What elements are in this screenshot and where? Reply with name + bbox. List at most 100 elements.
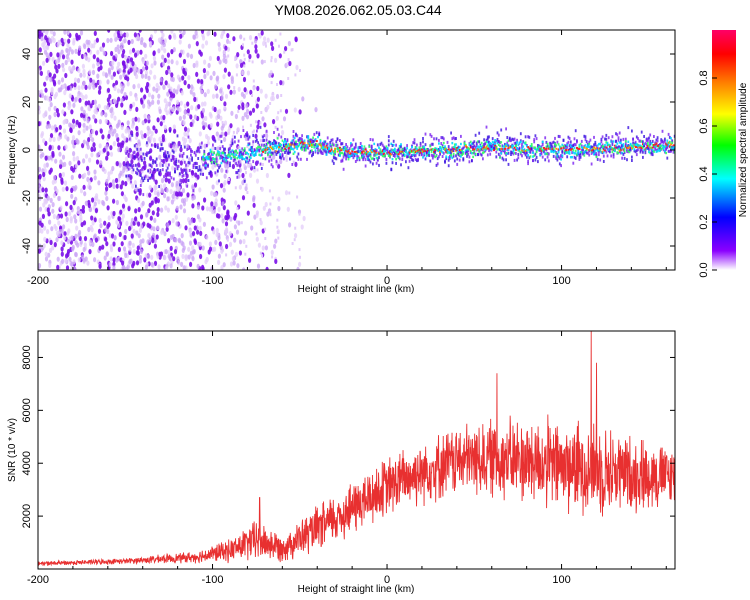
noise-speckle	[56, 264, 60, 270]
band-peak-mark	[634, 146, 637, 148]
band-core-mark	[622, 143, 625, 146]
noise-speckle	[147, 233, 151, 239]
band-core-mark	[440, 150, 443, 153]
noise-speckle	[186, 127, 190, 133]
band-halo-mark	[445, 157, 448, 161]
band-core-mark	[394, 149, 396, 152]
colorbar-tick-label: 0.4	[698, 166, 710, 181]
band-core-mark	[584, 150, 587, 153]
noise-speckle	[119, 42, 124, 48]
band-halo-mark	[591, 150, 594, 154]
band-halo-mark	[314, 150, 317, 154]
band-halo-mark	[529, 149, 532, 153]
noise-speckle	[251, 60, 254, 64]
noise-speckle	[241, 195, 246, 201]
band-core-mark	[278, 144, 280, 147]
band-core-mark	[593, 153, 595, 156]
band-halo-mark	[398, 157, 401, 161]
band-halo-mark	[588, 140, 591, 144]
band-core-mark	[579, 142, 582, 146]
noise-speckle	[216, 75, 220, 81]
band-core-mark	[207, 157, 209, 161]
band-core-mark	[512, 149, 515, 153]
noise-speckle	[112, 241, 116, 247]
band-peak-mark	[611, 148, 614, 151]
band-halo-mark	[626, 149, 628, 153]
band-peak-mark	[513, 146, 516, 149]
band-peak-mark	[361, 151, 363, 154]
band-core-mark	[667, 144, 670, 147]
band-halo-mark	[532, 158, 534, 162]
band-peak-mark	[472, 148, 475, 151]
noise-speckle	[65, 47, 69, 53]
band-halo-mark	[185, 163, 187, 167]
noise-speckle	[226, 38, 230, 45]
band-halo-mark	[169, 171, 171, 175]
noise-speckle	[204, 115, 208, 122]
band-peak-mark	[287, 147, 290, 150]
noise-speckle	[42, 171, 46, 178]
band-halo-mark	[534, 158, 537, 162]
noise-speckle	[193, 238, 197, 244]
noise-speckle	[161, 54, 165, 60]
noise-speckle	[170, 49, 174, 55]
band-core-mark	[337, 149, 340, 152]
band-halo-mark	[516, 158, 518, 162]
band-halo-mark	[182, 152, 185, 156]
noise-speckle	[42, 176, 46, 182]
band-core-mark	[290, 147, 292, 151]
noise-speckle	[188, 157, 192, 163]
band-core-mark	[442, 141, 445, 145]
band-halo-mark	[262, 135, 264, 139]
noise-speckle	[164, 107, 168, 113]
band-core-mark	[296, 147, 299, 150]
band-halo-mark	[332, 143, 335, 147]
band-core-mark	[445, 147, 448, 150]
band-halo-mark	[160, 159, 163, 163]
band-core-mark	[637, 144, 639, 148]
band-halo-mark	[467, 152, 470, 156]
band-core-mark	[655, 150, 658, 153]
band-core-mark	[361, 156, 363, 159]
noise-speckle	[60, 37, 64, 43]
band-core-mark	[295, 145, 297, 149]
noise-speckle	[275, 93, 280, 100]
band-core-mark	[631, 144, 633, 148]
noise-speckle	[175, 186, 179, 192]
noise-speckle	[68, 256, 72, 262]
noise-speckle	[286, 206, 290, 212]
band-peak-mark	[551, 148, 554, 151]
band-halo-mark	[275, 152, 278, 156]
band-core-mark	[539, 145, 542, 148]
noise-speckle	[77, 232, 81, 238]
band-halo-mark	[163, 159, 165, 163]
noise-speckle	[85, 141, 90, 147]
noise-speckle	[62, 102, 66, 108]
band-halo-mark	[508, 136, 511, 140]
band-core-mark	[422, 156, 424, 159]
noise-speckle	[212, 70, 216, 76]
band-halo-mark	[176, 165, 179, 168]
band-core-mark	[352, 148, 355, 151]
noise-speckle	[44, 110, 48, 116]
noise-speckle	[206, 135, 210, 142]
noise-speckle	[165, 101, 169, 107]
noise-speckle	[284, 190, 289, 196]
band-halo-mark	[451, 137, 454, 141]
band-core-mark	[267, 153, 269, 156]
band-core-mark	[440, 147, 443, 150]
band-core-mark	[330, 152, 333, 155]
noise-speckle	[200, 101, 205, 107]
band-halo-mark	[435, 137, 438, 141]
band-halo-mark	[566, 155, 569, 159]
band-core-mark	[452, 153, 455, 156]
band-core-mark	[246, 160, 248, 163]
band-halo-mark	[246, 156, 248, 160]
noise-speckle	[137, 197, 141, 203]
band-halo-mark	[398, 149, 401, 153]
noise-speckle	[151, 238, 155, 244]
band-halo-mark	[262, 139, 264, 143]
band-core-mark	[357, 146, 360, 149]
band-halo-mark	[593, 135, 595, 139]
